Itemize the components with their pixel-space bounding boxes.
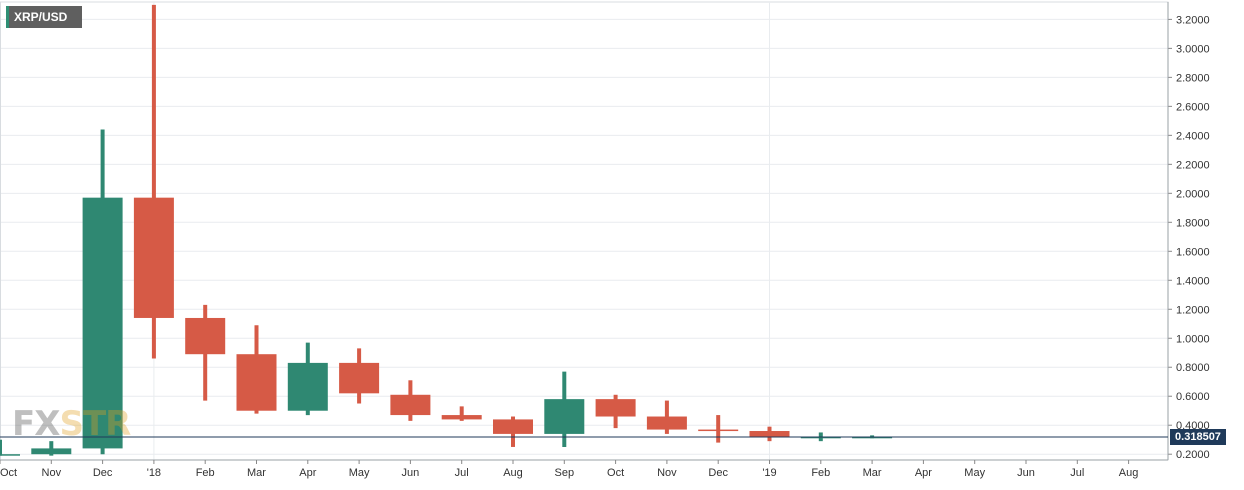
candle-body	[544, 399, 585, 434]
candle-body	[185, 317, 226, 355]
x-tick-label: Dec	[93, 467, 113, 479]
y-tick-label: 0.2000	[1176, 449, 1210, 461]
y-tick-label: 1.6000	[1176, 246, 1210, 258]
candle-body	[441, 415, 482, 420]
x-tick-label: Apr	[299, 467, 316, 479]
y-tick-label: 2.2000	[1176, 159, 1210, 171]
x-tick-label: Aug	[1119, 467, 1139, 479]
candle-body	[595, 399, 636, 417]
x-tick-label: '19	[762, 467, 776, 479]
y-tick-label: 1.2000	[1176, 304, 1210, 316]
x-tick-label: Sep	[555, 467, 575, 479]
last-price-tag: 0.318507	[1170, 429, 1226, 446]
y-tick-label: 2.4000	[1176, 130, 1210, 142]
x-tick-label: Dec	[708, 467, 728, 479]
symbol-badge[interactable]: XRP/USD	[6, 6, 82, 28]
plot-area	[0, 1, 1169, 461]
x-tick-label: Nov	[657, 467, 677, 479]
watermark-logo: FXSTR	[12, 404, 131, 444]
x-tick-label: May	[349, 467, 370, 479]
candle-body	[31, 448, 72, 455]
x-tick-label: Mar	[247, 467, 266, 479]
y-tick-label: 1.8000	[1176, 217, 1210, 229]
x-tick-label: Apr	[915, 467, 932, 479]
x-tick-label: Mar	[863, 467, 882, 479]
watermark-part1: FX	[12, 404, 60, 444]
x-tick-label: Feb	[811, 467, 830, 479]
y-tick-label: 1.4000	[1176, 275, 1210, 287]
y-tick-label: 3.2000	[1176, 14, 1210, 26]
candle-body	[646, 416, 687, 430]
y-tick-label: 0.8000	[1176, 362, 1210, 374]
candle-body	[852, 436, 893, 439]
candle-body	[390, 394, 431, 416]
x-tick-label: '18	[147, 467, 161, 479]
candle-body	[82, 197, 123, 449]
x-tick-label: Jul	[1070, 467, 1084, 479]
x-tick-label: Jun	[402, 467, 420, 479]
candle-body	[287, 362, 328, 411]
x-tick-label: May	[964, 467, 985, 479]
x-tick-label: Oct	[607, 467, 624, 479]
y-tick-label: 2.8000	[1176, 72, 1210, 84]
x-tick-label: Jul	[455, 467, 469, 479]
candle-body	[339, 362, 380, 394]
x-tick-label: Nov	[42, 467, 62, 479]
symbol-label: XRP/USD	[14, 10, 68, 24]
candle-body	[0, 454, 20, 456]
y-tick-label: 0.6000	[1176, 391, 1210, 403]
symbol-badge-accent	[6, 6, 9, 28]
candle-body	[236, 354, 277, 411]
y-tick-label: 3.0000	[1176, 43, 1210, 55]
candle-body	[800, 436, 841, 439]
candle-body	[493, 419, 533, 434]
y-tick-label: 1.0000	[1176, 333, 1210, 345]
candle-body	[133, 197, 174, 318]
candle-body	[698, 429, 739, 432]
x-tick-label: Jun	[1017, 467, 1035, 479]
x-tick-label: Oct	[0, 467, 17, 479]
x-tick-label: Aug	[503, 467, 523, 479]
candle-body	[749, 431, 790, 437]
x-tick-label: Feb	[196, 467, 215, 479]
y-tick-label: 2.6000	[1176, 101, 1210, 113]
watermark-part2: STR	[59, 404, 131, 444]
y-tick-label: 2.0000	[1176, 188, 1210, 200]
